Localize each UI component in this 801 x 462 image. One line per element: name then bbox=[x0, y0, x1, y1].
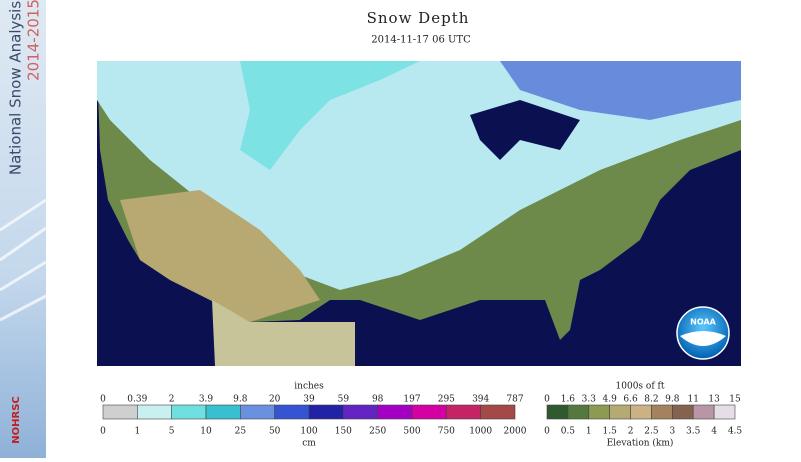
snow-legend-top-title: inches bbox=[294, 382, 324, 392]
noaa-text: NOAA bbox=[690, 318, 716, 327]
legend-bottom-label: 10 bbox=[200, 427, 212, 437]
legend-swatch bbox=[411, 404, 447, 420]
legend-swatch bbox=[274, 404, 310, 420]
legend-swatch bbox=[546, 404, 569, 420]
legend-top-label: 11 bbox=[687, 395, 698, 405]
legend-top-label: 9.8 bbox=[233, 395, 248, 405]
legend-bottom-label: 25 bbox=[235, 427, 247, 437]
noaa-bird bbox=[680, 331, 726, 346]
legend-top-label: 39 bbox=[303, 395, 315, 405]
legend-top-label: 2 bbox=[169, 395, 175, 405]
legend-bottom-label: 4 bbox=[711, 427, 717, 437]
legend-bottom-label: 0 bbox=[544, 427, 550, 437]
sidebar-name: National Snow Analysis bbox=[7, 1, 25, 176]
legend-bottom-label: 2000 bbox=[504, 427, 527, 437]
legend-bottom-label: 3.5 bbox=[686, 427, 701, 437]
legend-bottom-label: 2.5 bbox=[644, 427, 659, 437]
legend-swatch bbox=[480, 404, 516, 420]
legend-swatch bbox=[343, 404, 378, 420]
elevation-legend-bottom-title: Elevation (km) bbox=[607, 438, 674, 449]
legend-top-label: 0.39 bbox=[127, 395, 147, 405]
legend-swatch bbox=[377, 404, 413, 420]
legend-top-label: 787 bbox=[506, 395, 523, 405]
legend-top-label: 98 bbox=[372, 395, 384, 405]
legend-top-label: 3.3 bbox=[582, 395, 597, 405]
legend-swatch bbox=[692, 404, 715, 420]
legend-top-label: 9.8 bbox=[665, 395, 680, 405]
terrain bbox=[120, 190, 320, 322]
snow-cyan bbox=[240, 61, 420, 170]
great-lakes bbox=[470, 100, 580, 160]
legend-swatch bbox=[588, 404, 610, 420]
legend-swatch bbox=[713, 404, 736, 420]
legend-top-label: 1.6 bbox=[561, 395, 576, 405]
legend-swatch bbox=[672, 404, 694, 420]
legend-swatch bbox=[609, 404, 631, 420]
legend-top-label: 0 bbox=[100, 395, 106, 405]
legend-swatch bbox=[102, 404, 138, 420]
legend-swatch bbox=[171, 404, 207, 420]
legend-top-label: 394 bbox=[472, 395, 489, 405]
legend-bottom-label: 4.5 bbox=[728, 427, 743, 437]
legend-bottom-label: 0.5 bbox=[561, 427, 576, 437]
snow-blue bbox=[500, 61, 741, 120]
legend-bottom-label: 50 bbox=[269, 427, 281, 437]
mexico bbox=[212, 300, 355, 366]
legend-top-label: 0 bbox=[544, 395, 550, 405]
legend-bottom-label: 500 bbox=[403, 427, 420, 437]
legend-swatch bbox=[446, 404, 481, 420]
snow-legend: inches cm 0 0.39 2 3.9 9.8 20 39 59 98 197 295 394 7… bbox=[100, 382, 527, 449]
sidebar-agency: NOHRSC bbox=[11, 396, 22, 443]
title: Snow Depth bbox=[367, 9, 470, 27]
legend-bottom-label: 750 bbox=[438, 427, 455, 437]
legend-bottom-label: 1000 bbox=[469, 427, 492, 437]
elevation-legend: 1000s of ft Elevation (km) 0 1.6 3.3 4.9 6.6… bbox=[544, 382, 742, 449]
legend-top-label: 295 bbox=[438, 395, 455, 405]
legend-bottom-label: 3 bbox=[669, 427, 675, 437]
legend-top-label: 3.9 bbox=[199, 395, 214, 405]
legend-bottom-label: 5 bbox=[169, 427, 175, 437]
elevation-legend-top-title: 1000s of ft bbox=[616, 382, 665, 392]
sidebar-years: 2014-2015 bbox=[25, 0, 43, 81]
legend-bottom-label: 1 bbox=[586, 427, 592, 437]
legend-swatch bbox=[567, 404, 590, 420]
map: NOAA bbox=[97, 61, 741, 366]
legend-top-label: 15 bbox=[729, 395, 741, 405]
legend-swatch bbox=[205, 404, 241, 420]
sidebar-pattern bbox=[0, 198, 47, 322]
legend-bottom-label: 0 bbox=[100, 427, 106, 437]
legend-bottom-label: 250 bbox=[369, 427, 386, 437]
legend-bottom-label: 2 bbox=[628, 427, 634, 437]
snow-legend-bottom-title: cm bbox=[302, 439, 316, 449]
legend-top-label: 6.6 bbox=[623, 395, 638, 405]
legend-top-label: 8.2 bbox=[644, 395, 658, 405]
legend-top-label: 59 bbox=[338, 395, 350, 405]
sidebar bbox=[0, 0, 46, 458]
legend-top-label: 13 bbox=[708, 395, 720, 405]
legend-swatch bbox=[308, 404, 344, 420]
legend-bottom-label: 150 bbox=[335, 427, 352, 437]
legend-bottom-label: 100 bbox=[300, 427, 317, 437]
legend-swatch bbox=[137, 404, 172, 420]
legend-top-label: 20 bbox=[269, 395, 281, 405]
legend-top-label: 4.9 bbox=[603, 395, 618, 405]
legend-top-label: 197 bbox=[403, 395, 420, 405]
legend-bottom-label: 1.5 bbox=[603, 427, 618, 437]
legend-bottom-label: 1 bbox=[134, 427, 140, 437]
legend-swatch bbox=[630, 404, 652, 420]
legend-swatch bbox=[240, 404, 275, 420]
subtitle: 2014-11-17 06 UTC bbox=[371, 35, 471, 46]
legend-swatch bbox=[651, 404, 673, 420]
